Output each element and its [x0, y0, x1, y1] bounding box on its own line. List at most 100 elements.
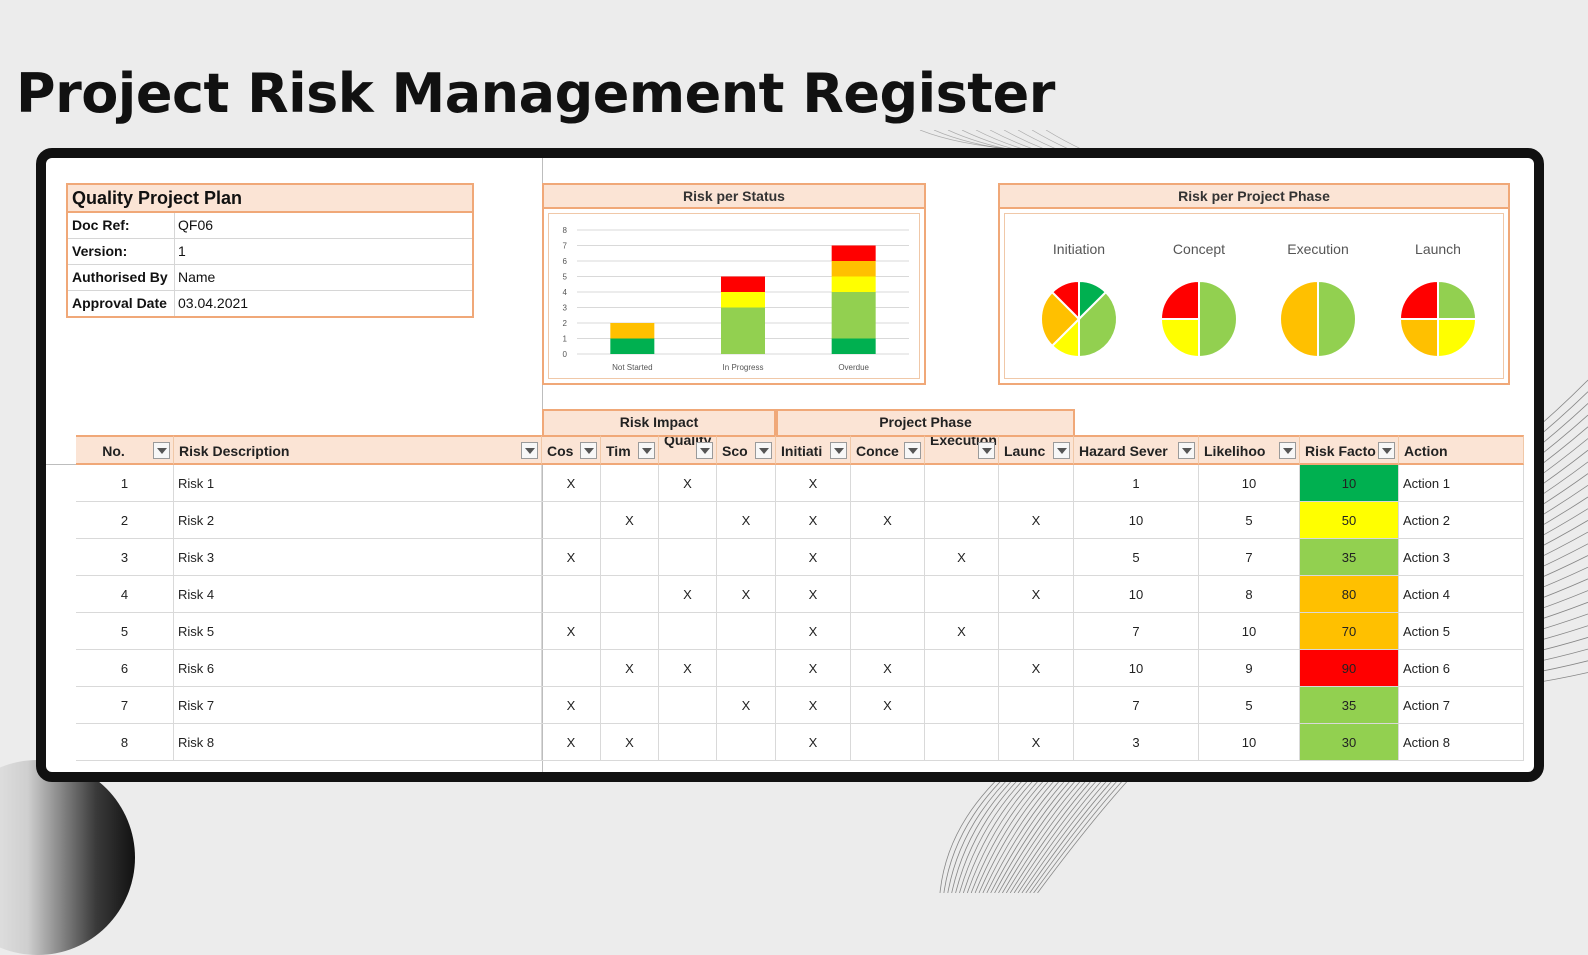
mark-cell[interactable]: X [542, 613, 601, 650]
table-cell[interactable]: 5 [1199, 502, 1300, 539]
table-cell[interactable]: 7 [1074, 687, 1199, 724]
mark-cell[interactable] [925, 687, 999, 724]
mark-cell[interactable]: X [776, 613, 851, 650]
filter-dropdown-button[interactable] [580, 442, 597, 459]
mark-cell[interactable] [851, 724, 925, 761]
column-header[interactable]: Execution [925, 435, 999, 465]
table-cell[interactable]: Risk 6 [174, 650, 542, 687]
pie-slice[interactable] [1161, 319, 1199, 357]
table-cell[interactable]: 5 [76, 613, 174, 650]
mark-cell[interactable] [542, 576, 601, 613]
table-cell[interactable]: 10 [1074, 502, 1199, 539]
pie-slice[interactable] [1438, 281, 1476, 319]
mark-cell[interactable]: X [601, 724, 659, 761]
table-cell[interactable]: 3 [76, 539, 174, 576]
mark-cell[interactable]: X [925, 539, 999, 576]
table-cell[interactable]: Risk 1 [174, 465, 542, 502]
table-cell[interactable]: 5 [1199, 687, 1300, 724]
mark-cell[interactable]: X [999, 650, 1074, 687]
mark-cell[interactable]: X [776, 502, 851, 539]
table-cell[interactable]: Action 7 [1399, 687, 1524, 724]
table-cell[interactable]: Risk 2 [174, 502, 542, 539]
mark-cell[interactable] [659, 502, 717, 539]
column-header[interactable]: Launc [999, 435, 1074, 465]
mark-cell[interactable]: X [776, 576, 851, 613]
mark-cell[interactable]: X [659, 650, 717, 687]
table-cell[interactable]: 7 [1199, 539, 1300, 576]
mark-cell[interactable] [601, 613, 659, 650]
mark-cell[interactable] [659, 539, 717, 576]
mark-cell[interactable]: X [717, 687, 776, 724]
bar-segment[interactable] [832, 246, 876, 262]
mark-cell[interactable] [601, 539, 659, 576]
mark-cell[interactable]: X [659, 465, 717, 502]
info-value[interactable]: 03.04.2021 [175, 291, 248, 316]
mark-cell[interactable]: X [601, 650, 659, 687]
risk-factor-cell[interactable]: 50 [1300, 502, 1399, 539]
mark-cell[interactable] [999, 687, 1074, 724]
risk-factor-cell[interactable]: 10 [1300, 465, 1399, 502]
bar-segment[interactable] [610, 339, 654, 355]
column-header[interactable]: Risk Facto [1300, 435, 1399, 465]
mark-cell[interactable] [999, 613, 1074, 650]
mark-cell[interactable]: X [776, 650, 851, 687]
column-header[interactable]: Hazard Sever [1074, 435, 1199, 465]
filter-dropdown-button[interactable] [755, 442, 772, 459]
risk-factor-cell[interactable]: 35 [1300, 539, 1399, 576]
filter-dropdown-button[interactable] [696, 442, 713, 459]
column-header[interactable]: Action [1399, 435, 1524, 465]
mark-cell[interactable]: X [659, 576, 717, 613]
table-cell[interactable]: Action 6 [1399, 650, 1524, 687]
table-cell[interactable]: 10 [1199, 724, 1300, 761]
table-cell[interactable]: Action 4 [1399, 576, 1524, 613]
column-header[interactable]: Initiati [776, 435, 851, 465]
mark-cell[interactable]: X [925, 613, 999, 650]
mark-cell[interactable]: X [542, 465, 601, 502]
mark-cell[interactable] [717, 539, 776, 576]
column-header[interactable]: Cos [542, 435, 601, 465]
mark-cell[interactable]: X [999, 576, 1074, 613]
mark-cell[interactable]: X [999, 502, 1074, 539]
table-cell[interactable]: Action 8 [1399, 724, 1524, 761]
table-cell[interactable]: 10 [1074, 650, 1199, 687]
mark-cell[interactable] [717, 724, 776, 761]
pie-slice[interactable] [1161, 281, 1199, 319]
risk-factor-cell[interactable]: 70 [1300, 613, 1399, 650]
pie-slice[interactable] [1438, 319, 1476, 357]
risk-factor-cell[interactable]: 90 [1300, 650, 1399, 687]
pie-slice[interactable] [1280, 281, 1318, 357]
table-cell[interactable]: 7 [1074, 613, 1199, 650]
risk-factor-cell[interactable]: 35 [1300, 687, 1399, 724]
table-cell[interactable]: 7 [76, 687, 174, 724]
risk-factor-cell[interactable]: 80 [1300, 576, 1399, 613]
mark-cell[interactable] [851, 613, 925, 650]
table-cell[interactable]: 1 [1074, 465, 1199, 502]
mark-cell[interactable]: X [851, 502, 925, 539]
mark-cell[interactable] [542, 502, 601, 539]
column-header[interactable]: Conce [851, 435, 925, 465]
table-cell[interactable]: 10 [1199, 613, 1300, 650]
mark-cell[interactable] [601, 687, 659, 724]
table-cell[interactable]: 4 [76, 576, 174, 613]
mark-cell[interactable]: X [776, 539, 851, 576]
info-value[interactable]: QF06 [175, 213, 213, 238]
risk-factor-cell[interactable]: 30 [1300, 724, 1399, 761]
mark-cell[interactable] [851, 576, 925, 613]
mark-cell[interactable] [659, 724, 717, 761]
table-cell[interactable]: 1 [76, 465, 174, 502]
table-cell[interactable]: Risk 8 [174, 724, 542, 761]
table-cell[interactable]: 10 [1199, 465, 1300, 502]
table-cell[interactable]: 8 [1199, 576, 1300, 613]
bar-segment[interactable] [610, 323, 654, 339]
pie-slice[interactable] [1199, 281, 1237, 357]
mark-cell[interactable]: X [717, 502, 776, 539]
column-header[interactable]: Quality [659, 435, 717, 465]
table-cell[interactable]: Action 5 [1399, 613, 1524, 650]
table-cell[interactable]: 8 [76, 724, 174, 761]
table-cell[interactable]: 9 [1199, 650, 1300, 687]
table-cell[interactable]: Risk 5 [174, 613, 542, 650]
mark-cell[interactable] [925, 465, 999, 502]
table-cell[interactable]: Action 3 [1399, 539, 1524, 576]
